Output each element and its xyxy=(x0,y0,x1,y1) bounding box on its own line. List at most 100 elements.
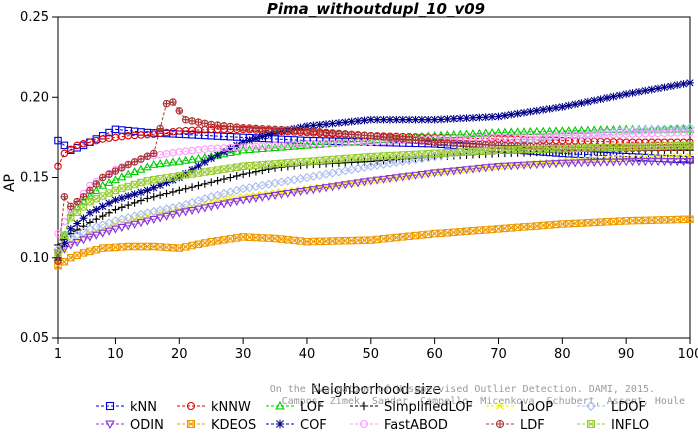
point-odin xyxy=(685,158,695,167)
point-inflo xyxy=(150,175,158,184)
point-cof xyxy=(679,80,688,88)
point-kdeos xyxy=(175,244,184,252)
point-lof xyxy=(640,124,650,133)
point-odin xyxy=(500,162,510,171)
legend-label-inflo: INFLO xyxy=(611,418,649,433)
point-cof xyxy=(66,225,75,233)
point-inflo xyxy=(232,163,241,171)
point-cof xyxy=(143,186,152,195)
point-lof xyxy=(519,127,529,136)
point-cof xyxy=(667,82,675,91)
point-ldf xyxy=(258,125,267,133)
legend-label-odin: ODIN xyxy=(130,418,164,433)
point-cof xyxy=(647,85,656,94)
point-cof xyxy=(469,113,477,122)
point-cof xyxy=(360,116,369,125)
legend-marker-knn xyxy=(105,401,115,411)
x-tick-label: 90 xyxy=(618,347,635,362)
point-ldf xyxy=(309,127,318,136)
point-odin xyxy=(181,208,191,217)
point-cof xyxy=(239,138,247,147)
point-cof xyxy=(475,113,484,122)
point-simplifiedlof xyxy=(188,183,196,191)
point-lof xyxy=(532,126,542,135)
point-cof xyxy=(156,181,164,190)
point-kdeos xyxy=(450,228,458,236)
legend-item-fastabod: FastABOD xyxy=(350,418,448,433)
point-odin xyxy=(538,160,548,169)
point-ldf xyxy=(239,124,247,132)
point-cof xyxy=(252,134,260,143)
point-kdeos xyxy=(520,223,528,231)
point-ldf xyxy=(303,127,311,135)
point-lof xyxy=(162,158,171,167)
point-lof xyxy=(174,156,184,165)
point-simplifiedlof xyxy=(156,191,164,199)
point-cof xyxy=(507,110,516,119)
point-odin xyxy=(532,161,542,170)
legend-item-loop: LoOP xyxy=(486,400,553,415)
point-odin xyxy=(608,158,618,167)
series-inflo xyxy=(54,141,694,257)
point-lof xyxy=(181,155,191,164)
point-lof xyxy=(117,172,127,181)
axes: 1 10 20 30 40 50 60 70 80 90 100 0.05 0.10 0.15 0.20 0.… xyxy=(20,10,698,362)
point-cof xyxy=(379,115,388,124)
point-lof xyxy=(366,135,376,144)
point-odin xyxy=(321,184,331,193)
point-kdeos xyxy=(635,216,643,225)
point-odin xyxy=(519,161,529,170)
point-cof xyxy=(73,219,81,228)
point-cof xyxy=(149,183,158,192)
point-ldf xyxy=(424,137,433,146)
point-ldof xyxy=(78,227,89,237)
point-cof xyxy=(641,86,650,95)
point-lof xyxy=(551,126,561,135)
point-lof xyxy=(468,129,478,138)
point-lof xyxy=(347,137,357,146)
point-loop xyxy=(635,154,643,162)
point-simplifiedlof xyxy=(169,188,177,196)
point-kdeos xyxy=(67,254,75,262)
point-lof xyxy=(340,137,350,146)
point-odin xyxy=(474,164,484,174)
point-lof xyxy=(525,126,535,136)
point-odin xyxy=(417,171,427,180)
point-inflo xyxy=(54,249,62,257)
legend-item-knnw: kNNW xyxy=(177,400,251,415)
point-odin xyxy=(430,169,440,178)
point-simplifiedlof xyxy=(277,163,286,172)
point-cof xyxy=(105,199,113,208)
point-inflo xyxy=(73,208,81,217)
point-kdeos xyxy=(590,218,598,227)
point-ldf xyxy=(188,117,196,125)
point-inflo xyxy=(213,166,222,174)
point-lof xyxy=(276,142,286,151)
point-ldf xyxy=(86,186,94,195)
point-lof xyxy=(193,153,203,162)
point-lof xyxy=(111,175,120,184)
point-simplifiedlof xyxy=(162,189,171,198)
point-kdeos xyxy=(654,216,662,224)
point-lof xyxy=(149,159,159,168)
point-kdeos xyxy=(213,236,222,245)
point-kdeos xyxy=(609,217,618,226)
point-odin xyxy=(289,188,299,198)
point-odin xyxy=(315,185,325,194)
point-ldf xyxy=(296,126,305,135)
point-odin xyxy=(66,241,76,250)
point-inflo xyxy=(130,180,139,189)
point-cof xyxy=(590,96,599,105)
x-tick-label: 70 xyxy=(490,347,507,362)
point-cof xyxy=(603,94,611,102)
point-odin xyxy=(142,217,152,226)
point-lof xyxy=(353,136,363,145)
point-cof xyxy=(539,105,548,114)
point-kdeos xyxy=(679,215,688,224)
point-odin xyxy=(666,158,676,167)
point-ldf xyxy=(264,125,273,133)
legend-item-odin: ODIN xyxy=(96,418,164,433)
point-ldof xyxy=(608,127,619,137)
point-odin xyxy=(117,223,127,233)
point-knnw xyxy=(54,162,62,171)
